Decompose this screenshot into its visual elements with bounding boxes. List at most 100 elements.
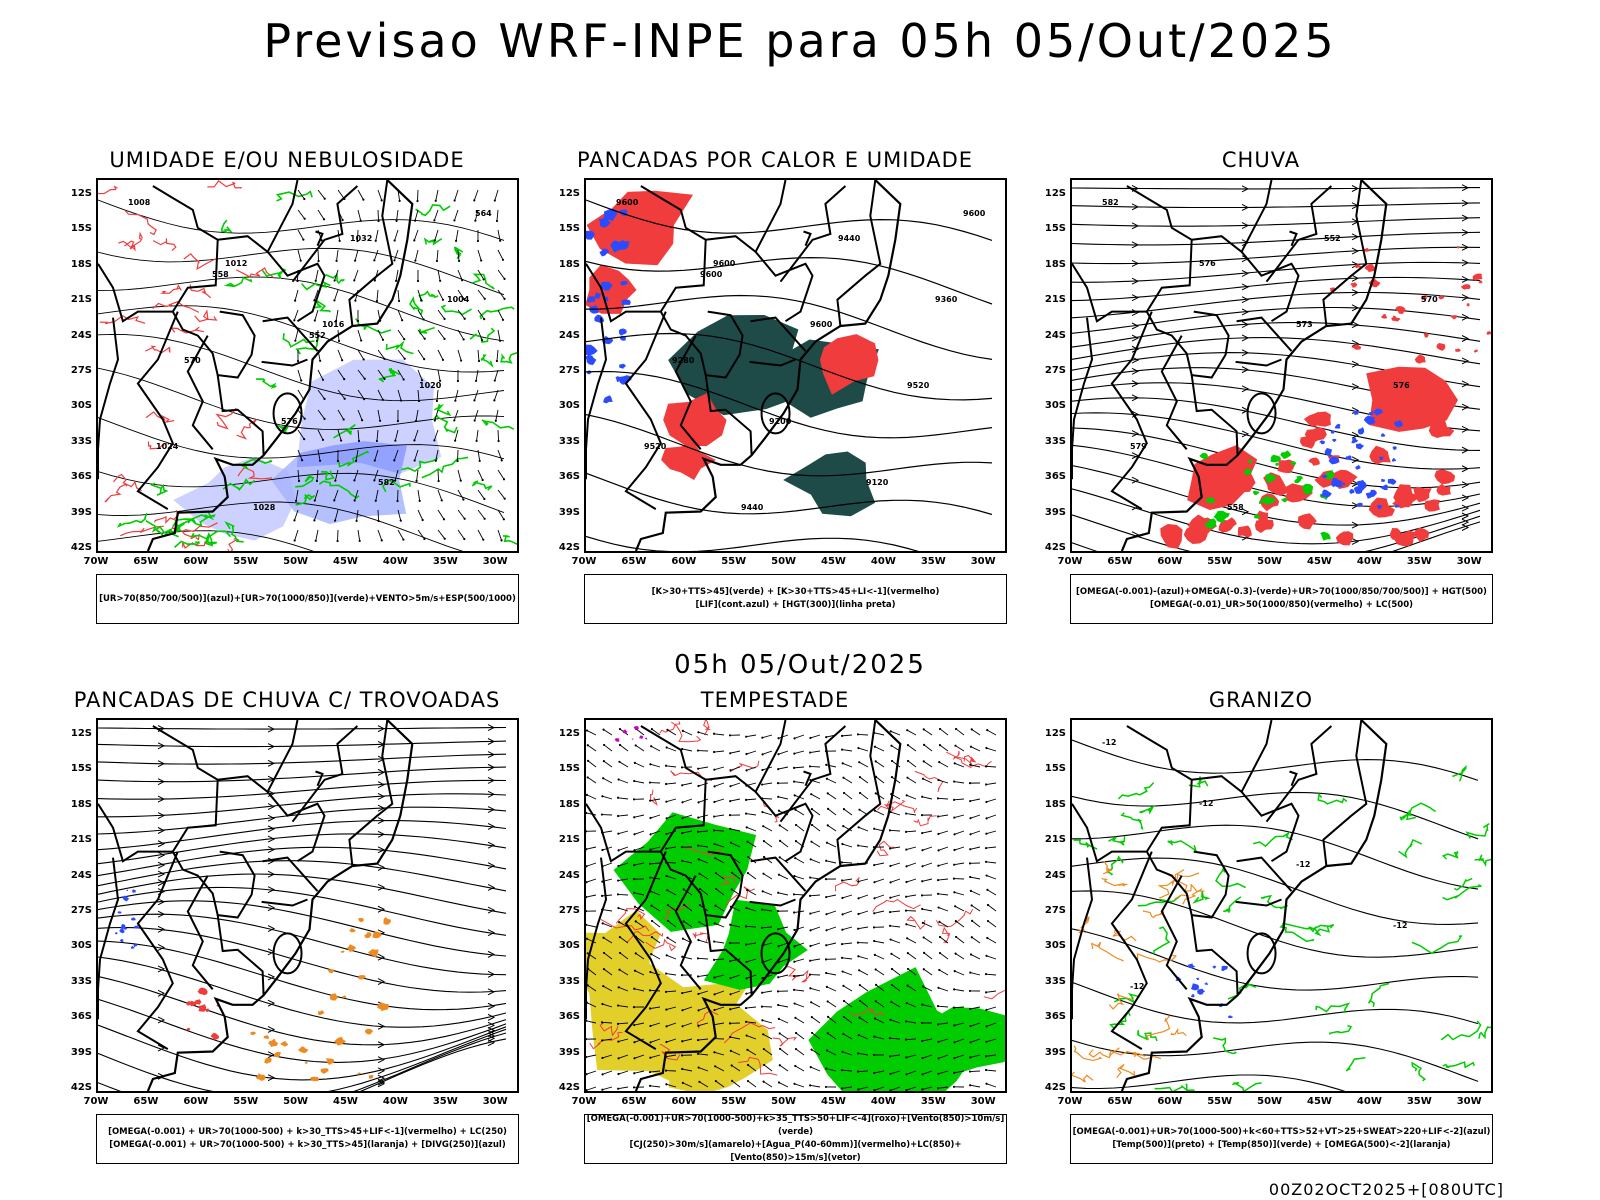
lat-tick-label: 36S bbox=[558, 1011, 580, 1023]
lon-tick-label: 40W bbox=[382, 1096, 408, 1107]
map-geography bbox=[1072, 180, 1388, 551]
lon-tick-label: 50W bbox=[771, 556, 797, 567]
mid-title: 05h 05/Out/2025 bbox=[674, 650, 926, 680]
lat-tick-label: 39S bbox=[1044, 506, 1066, 518]
lon-tick-label: 35W bbox=[432, 1096, 458, 1107]
forecast-map bbox=[586, 720, 1005, 1091]
lon-tick-label: 35W bbox=[1406, 556, 1432, 567]
map-geography bbox=[98, 720, 414, 1091]
legend-line: [OMEGA(-0.001) + UR>70(1000-500) + k>30_… bbox=[108, 1127, 507, 1137]
panel-title: PANCADAS DE CHUVA C/ TROVOADAS bbox=[73, 688, 501, 712]
lon-tick-label: 55W bbox=[1207, 556, 1233, 567]
lon-tick-label: 55W bbox=[721, 1096, 747, 1107]
panel-title: TEMPESTADE bbox=[700, 688, 850, 712]
lat-tick-label: 15S bbox=[70, 763, 92, 775]
map-frame bbox=[96, 718, 519, 1093]
legend-line: [OMEGA(-0.01)_UR>50(1000/850)(vermelho) … bbox=[1149, 600, 1414, 610]
lat-tick-label: 39S bbox=[558, 1046, 580, 1058]
map-frame bbox=[584, 718, 1007, 1093]
lon-tick-label: 40W bbox=[1356, 556, 1382, 567]
map-panel-1: UMIDADE E/OU NEBULOSIDADE 1008 1012 1016 102… bbox=[52, 148, 522, 638]
lon-tick-label: 65W bbox=[1107, 1096, 1133, 1107]
lat-tick-label: 36S bbox=[1044, 471, 1066, 483]
contour-label: 1016 bbox=[322, 320, 345, 329]
legend-line: [OMEGA(-0.001)+UR>70(1000-500)+k>35_TTS>… bbox=[586, 1114, 1005, 1137]
contour-label: 9600 bbox=[810, 320, 833, 329]
lat-tick-label: 27S bbox=[70, 905, 92, 916]
lat-tick-label: 42S bbox=[558, 1082, 580, 1093]
lat-tick-label: 12S bbox=[1044, 728, 1066, 739]
forecast-map: -12 -12 -12 -12 -12 bbox=[1072, 720, 1491, 1091]
forecast-map: 582 576 573 576 579 558 552 570 bbox=[1072, 180, 1491, 551]
lon-tick-label: 50W bbox=[1257, 556, 1283, 567]
lat-tick-label: 24S bbox=[1044, 869, 1066, 881]
lat-tick-label: 36S bbox=[70, 1011, 92, 1023]
lon-tick-label: 35W bbox=[1406, 1096, 1432, 1107]
contour-label: 9440 bbox=[741, 503, 764, 512]
panel-title: GRANIZO bbox=[1208, 688, 1314, 712]
lat-tick-label: 24S bbox=[70, 869, 92, 881]
lon-tick-label: 60W bbox=[183, 556, 209, 567]
lat-tick-label: 30S bbox=[70, 400, 92, 412]
lon-tick-label: 50W bbox=[283, 1096, 309, 1107]
contour-label: 9520 bbox=[644, 442, 667, 451]
lon-tick-label: 45W bbox=[1307, 1096, 1332, 1107]
lat-tick-label: 30S bbox=[1044, 400, 1066, 412]
forecast-map bbox=[98, 720, 507, 1091]
lon-tick-label: 65W bbox=[1107, 556, 1133, 567]
lon-tick-label: 30W bbox=[1456, 556, 1482, 567]
lon-tick-label: 40W bbox=[870, 556, 896, 567]
contour-label: 564 bbox=[475, 209, 492, 218]
legend-line: [LIF](cont.azul) + [HGT(300)](linha pret… bbox=[695, 600, 896, 610]
map-frame: -12 -12 -12 -12 -12 bbox=[1070, 718, 1493, 1093]
contour-label: -12 bbox=[1130, 982, 1144, 991]
lon-tick-label: 40W bbox=[870, 1096, 896, 1107]
lon-tick-label: 40W bbox=[1356, 1096, 1382, 1107]
lat-tick-label: 15S bbox=[558, 223, 580, 235]
lon-tick-label: 65W bbox=[133, 1096, 159, 1107]
lon-tick-label: 50W bbox=[1257, 1096, 1283, 1107]
lat-tick-label: 30S bbox=[558, 940, 580, 952]
contour-label: 576 bbox=[1393, 381, 1410, 390]
lon-tick-label: 70W bbox=[571, 556, 597, 567]
lon-tick-label: 45W bbox=[821, 556, 846, 567]
lon-tick-label: 45W bbox=[333, 556, 358, 567]
lat-tick-label: 18S bbox=[1044, 798, 1066, 810]
lat-tick-label: 42S bbox=[1044, 1082, 1066, 1093]
lon-tick-label: 55W bbox=[233, 1096, 259, 1107]
contour-label: 9440 bbox=[838, 234, 861, 243]
contour-label: -12 bbox=[1393, 921, 1407, 930]
contour-label: 9520 bbox=[907, 381, 930, 390]
lat-tick-label: 27S bbox=[1044, 365, 1066, 376]
lat-tick-label: 18S bbox=[558, 258, 580, 270]
panel-title: CHUVA bbox=[1221, 148, 1301, 172]
contour-label: 9600 bbox=[700, 270, 723, 279]
contour-label: 9360 bbox=[935, 295, 958, 304]
lat-tick-label: 15S bbox=[558, 763, 580, 775]
lat-tick-label: 36S bbox=[1044, 1011, 1066, 1023]
lat-tick-label: 42S bbox=[70, 542, 92, 553]
contour-label: 1012 bbox=[225, 259, 247, 268]
lon-tick-label: 70W bbox=[83, 1096, 109, 1107]
lon-tick-label: 70W bbox=[571, 1096, 597, 1107]
panel-legend: [K>30+TTS>45](verde) + [K>30+TTS>45+LI<-… bbox=[584, 574, 1007, 624]
contour-label: 1004 bbox=[447, 295, 470, 304]
forecast-map: 1008101210161020102410281032100457057658… bbox=[98, 180, 517, 551]
lat-tick-label: 42S bbox=[1044, 542, 1066, 553]
panel-legend: [OMEGA(-0.001)-(azul)+OMEGA(-0.3)-(verde… bbox=[1070, 574, 1493, 624]
lat-tick-label: 30S bbox=[558, 400, 580, 412]
main-title: Previsao WRF-INPE para 05h 05/Out/2025 bbox=[263, 14, 1337, 68]
lon-tick-label: 70W bbox=[83, 556, 109, 567]
contour-label: 1020 bbox=[419, 381, 442, 390]
lat-tick-label: 12S bbox=[558, 188, 580, 199]
lat-tick-label: 33S bbox=[558, 975, 580, 987]
lat-tick-label: 42S bbox=[558, 542, 580, 553]
panel-title: UMIDADE E/OU NEBULOSIDADE bbox=[109, 148, 465, 172]
lon-tick-label: 40W bbox=[382, 556, 408, 567]
contour-label: 9120 bbox=[866, 478, 889, 487]
panel-legend: [OMEGA(-0.001)+UR>70(1000-500)+k>35_TTS>… bbox=[584, 1114, 1007, 1164]
lon-tick-label: 60W bbox=[1157, 556, 1183, 567]
lat-tick-label: 33S bbox=[70, 975, 92, 987]
lat-tick-label: 12S bbox=[1044, 188, 1066, 199]
contour-label: 1028 bbox=[253, 503, 276, 512]
